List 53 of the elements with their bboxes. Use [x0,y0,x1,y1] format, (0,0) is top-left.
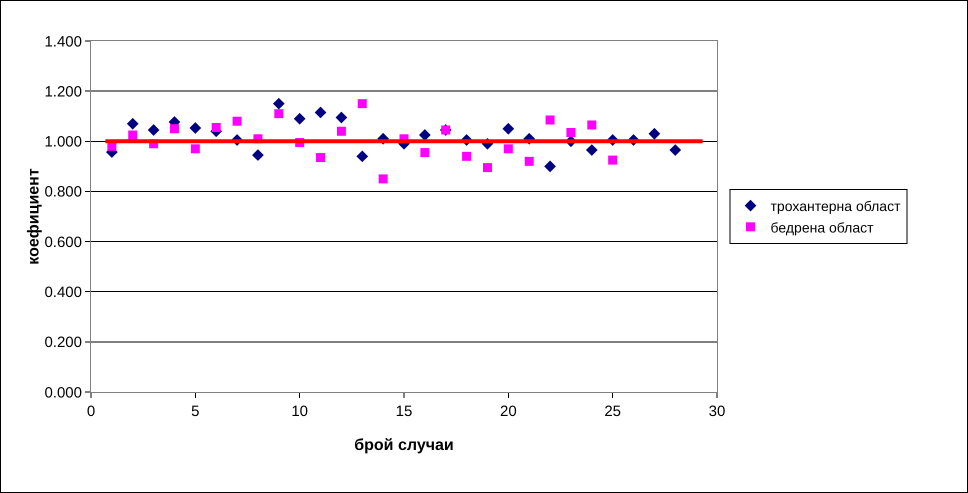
legend-label: трохантерна област [770,198,902,214]
point [420,148,430,158]
y-tick-label: 1.000 [44,134,82,151]
x-tick-label: 10 [291,403,308,420]
point [170,124,179,134]
y-tick-label: 0.800 [44,184,82,201]
point [482,163,492,172]
x-tick-label: 5 [191,403,200,420]
point [314,106,326,118]
point [148,124,160,136]
y-tick-label: 0.600 [44,234,82,251]
point [356,150,368,162]
x-tick-label: 0 [86,403,96,420]
point [566,128,576,138]
point [648,128,660,140]
point [272,98,285,110]
point [316,153,326,162]
x-tick-label: 15 [396,403,412,420]
point [462,152,472,161]
legend-label: бедрена област [770,219,874,236]
point [189,122,202,134]
y-tick-label: 1.400 [44,33,82,50]
point [294,112,306,125]
point [336,112,348,124]
point [586,144,598,156]
point [608,156,618,165]
point [358,99,367,108]
y-axis-title: коефициент [25,168,42,265]
point [669,144,682,156]
y-tick-label: 1.200 [44,83,82,100]
point [502,122,514,135]
point [128,130,138,140]
point [544,160,556,172]
x-axis-title: брой случаи [354,437,454,454]
point [190,144,200,154]
point [378,174,388,184]
point [524,156,534,166]
point [126,118,139,130]
y-tick-label: 0.200 [44,334,82,352]
point [336,126,346,136]
point [419,129,431,141]
y-tick-label: 0.400 [44,284,82,301]
point [587,120,596,130]
point [546,115,555,124]
point [504,144,513,154]
x-tick-label: 20 [500,403,517,420]
point [274,109,284,118]
x-tick-label: 30 [708,403,726,420]
y-tick-label: 0.000 [44,384,82,402]
point [212,123,221,132]
x-tick-label: 25 [604,403,622,420]
point [252,149,264,161]
point [232,116,242,126]
